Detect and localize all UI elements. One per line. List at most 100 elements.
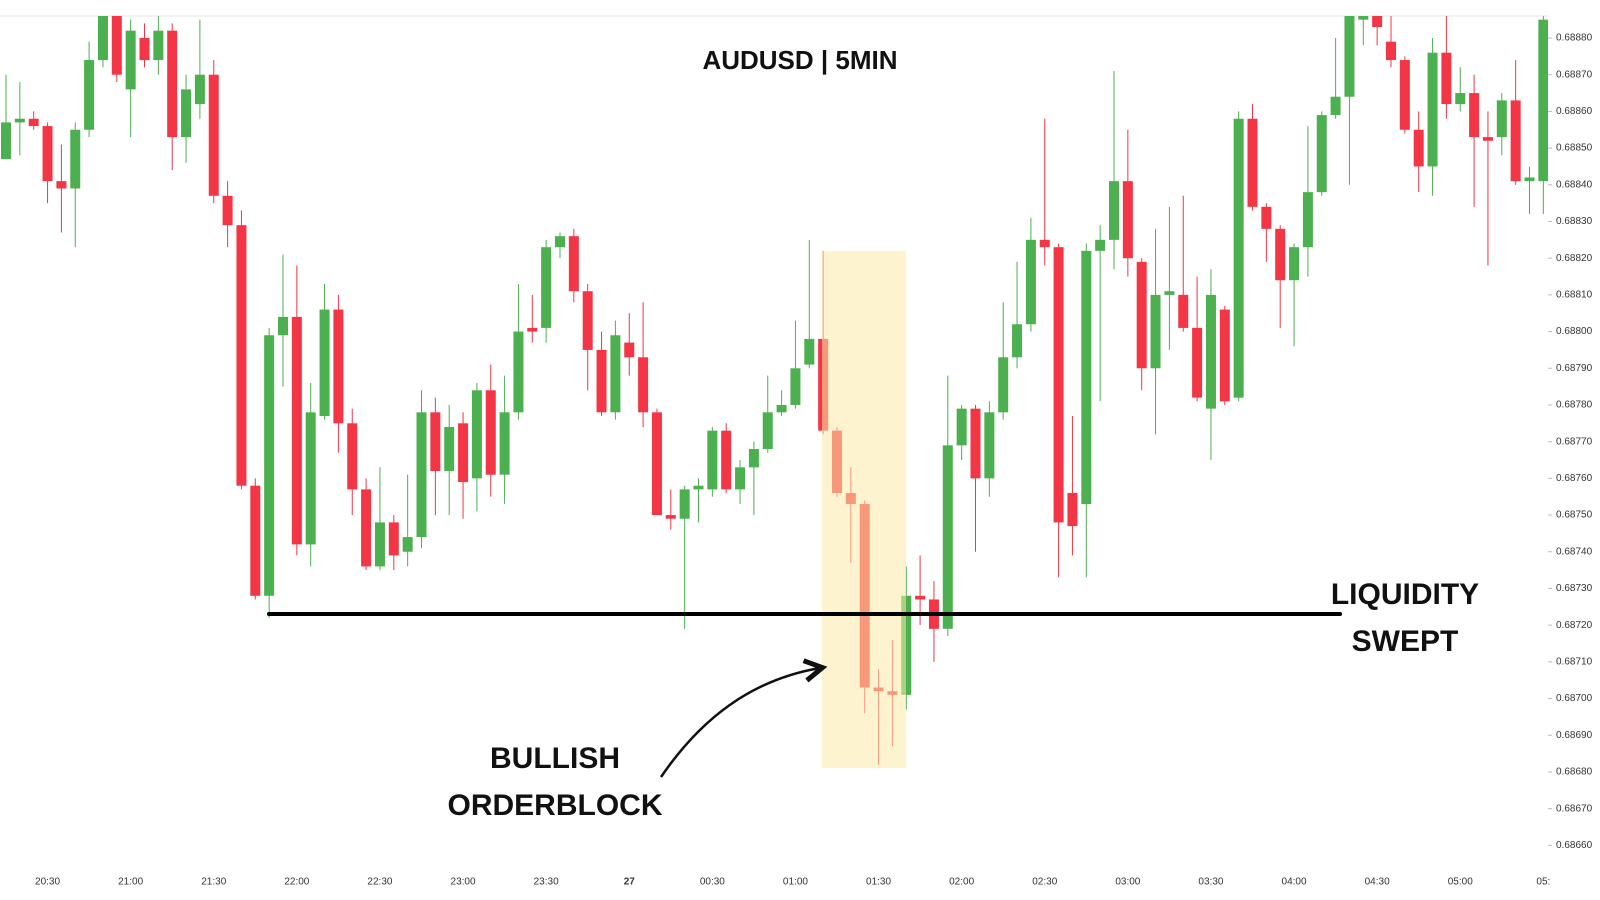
candle-body	[291, 316, 302, 545]
x-tick-label: 20:30	[35, 877, 60, 888]
candle-body	[1413, 129, 1424, 167]
y-tick-label: 0.68670	[1556, 803, 1593, 814]
candle-body	[624, 342, 635, 358]
candle-body	[1469, 93, 1480, 138]
y-tick-label: 0.68800	[1556, 326, 1593, 337]
x-tick-label: 05:	[1536, 877, 1550, 888]
candle-body	[14, 118, 25, 123]
orderblock-highlight	[822, 251, 906, 768]
x-tick-label: 01:30	[866, 877, 891, 888]
candle-body	[84, 60, 95, 130]
y-tick-label: 0.68840	[1556, 179, 1593, 190]
x-tick-label: 23:30	[534, 877, 559, 888]
candle-body	[901, 595, 912, 695]
candle-body	[1192, 327, 1203, 398]
candle-body	[1247, 118, 1258, 207]
candle-body	[319, 309, 330, 416]
candle-body	[181, 89, 192, 138]
candle-body	[42, 126, 53, 182]
y-tick-label: 0.68760	[1556, 473, 1593, 484]
x-tick-label: 02:00	[949, 877, 974, 888]
candle-body	[1441, 52, 1452, 105]
y-tick-label: 0.68660	[1556, 840, 1593, 851]
x-tick-label: 22:00	[284, 877, 309, 888]
candle-body	[1316, 115, 1327, 193]
x-tick-label: 04:00	[1282, 877, 1307, 888]
candle-body	[1178, 294, 1189, 328]
candle-body	[998, 357, 1009, 413]
candle-body	[153, 30, 164, 61]
x-tick-label: 22:30	[367, 877, 392, 888]
candle-body	[596, 349, 607, 413]
candle-body	[208, 74, 219, 196]
candle-body	[125, 30, 136, 90]
candle-body	[541, 247, 552, 328]
candle-body	[582, 291, 593, 350]
y-tick-label: 0.68810	[1556, 290, 1593, 301]
x-tick-label: 03:30	[1198, 877, 1223, 888]
candle-body	[790, 368, 801, 405]
candle-body	[139, 38, 150, 61]
y-tick-label: 0.68680	[1556, 767, 1593, 778]
candle-body	[1136, 261, 1147, 369]
candle-body	[1344, 16, 1355, 97]
annotation: LIQUIDITY	[1331, 578, 1479, 611]
candle-body	[485, 390, 496, 475]
y-tick-label: 0.68790	[1556, 363, 1593, 374]
candles	[1, 16, 1548, 765]
candle-body	[804, 338, 815, 365]
candle-body	[250, 485, 261, 596]
candle-body	[222, 195, 233, 226]
candle-body	[1302, 192, 1313, 248]
x-tick-label: 23:00	[451, 877, 476, 888]
candle-body	[984, 412, 995, 479]
x-tick-label: 04:30	[1365, 877, 1390, 888]
y-tick-label: 0.68750	[1556, 510, 1593, 521]
candle-body	[513, 331, 524, 413]
candle-body	[278, 316, 288, 336]
candle-body	[1427, 52, 1438, 167]
y-tick-label: 0.68820	[1556, 253, 1593, 264]
y-tick-label: 0.68770	[1556, 436, 1593, 447]
y-tick-label: 0.68850	[1556, 143, 1593, 154]
candle-body	[458, 423, 469, 483]
candle-body	[1053, 247, 1064, 523]
candle-body	[347, 423, 358, 490]
x-tick-label: 27	[624, 877, 636, 888]
candle-body	[333, 309, 344, 424]
y-tick-label: 0.68860	[1556, 106, 1593, 117]
candle-body	[1524, 177, 1535, 182]
candle-body	[402, 537, 413, 552]
candle-body	[236, 225, 247, 486]
candle-body	[679, 489, 690, 519]
candle-body	[1510, 100, 1521, 182]
candle-body	[555, 236, 565, 248]
x-tick-label: 00:30	[700, 877, 725, 888]
candle-body	[97, 16, 108, 61]
candle-body	[665, 515, 676, 519]
candle-body	[1289, 247, 1300, 281]
y-tick-label: 0.68780	[1556, 400, 1593, 411]
candle-body	[1399, 60, 1410, 130]
candle-body	[1538, 19, 1548, 182]
candle-body	[707, 430, 718, 490]
candle-body	[1261, 206, 1272, 229]
candle-body	[1496, 100, 1507, 138]
candle-body	[527, 327, 538, 332]
candle-body	[1025, 239, 1036, 325]
candle-body	[956, 408, 967, 446]
x-tick-label: 01:00	[783, 877, 808, 888]
candle-body	[416, 412, 427, 538]
candle-body	[374, 522, 385, 567]
x-tick-label: 05:00	[1448, 877, 1473, 888]
x-tick-label: 02:30	[1032, 877, 1057, 888]
x-tick-label: 21:30	[201, 877, 226, 888]
candle-body	[1205, 294, 1216, 409]
y-tick-label: 0.68870	[1556, 69, 1593, 80]
candle-body	[194, 74, 205, 105]
candle-body	[568, 236, 579, 292]
candle-body	[776, 404, 787, 413]
candle-body	[56, 181, 67, 189]
candle-body	[430, 412, 441, 472]
